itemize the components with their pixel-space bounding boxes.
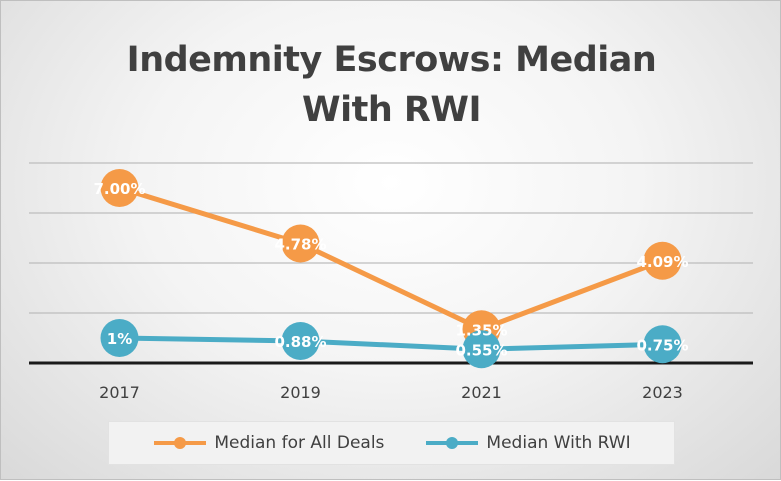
legend-label-with-rwi: Median With RWI bbox=[486, 433, 631, 453]
legend-item-all-deals: Median for All Deals bbox=[152, 433, 384, 453]
series-line bbox=[118, 185, 664, 332]
data-point bbox=[643, 241, 682, 280]
x-tick-label: 2019 bbox=[280, 383, 321, 402]
data-label: 7.00% bbox=[93, 180, 145, 198]
x-tick-label: 2021 bbox=[461, 383, 502, 402]
data-label: 0.75% bbox=[636, 336, 688, 354]
data-label: 1% bbox=[107, 330, 132, 348]
chart-legend: Median for All Deals Median With RWI bbox=[108, 421, 675, 465]
legend-marker-all-deals bbox=[154, 437, 207, 449]
legend-label-all-deals: Median for All Deals bbox=[214, 433, 385, 453]
x-tick-label: 2023 bbox=[642, 383, 683, 402]
data-label: 4.78% bbox=[274, 236, 326, 254]
chart-title: Indemnity Escrows: Median With RWI bbox=[1, 35, 781, 135]
series-line bbox=[119, 335, 663, 352]
x-tick-label: 2017 bbox=[99, 383, 140, 402]
data-label: 0.55% bbox=[455, 341, 507, 359]
data-point bbox=[281, 224, 320, 263]
data-label: 1.35% bbox=[455, 321, 507, 339]
data-point bbox=[643, 325, 682, 364]
data-point bbox=[100, 169, 139, 207]
data-point bbox=[100, 319, 139, 357]
data-point bbox=[462, 330, 501, 369]
legend-item-with-rwi: Median With RWI bbox=[424, 433, 631, 453]
data-label: 4.09% bbox=[636, 253, 688, 271]
chart-title-line-2: With RWI bbox=[301, 90, 482, 130]
data-point bbox=[281, 322, 320, 360]
legend-marker-with-rwi bbox=[426, 437, 479, 449]
data-label: 0.88% bbox=[274, 333, 326, 351]
chart-title-line-1: Indemnity Escrows: Median bbox=[126, 40, 657, 80]
